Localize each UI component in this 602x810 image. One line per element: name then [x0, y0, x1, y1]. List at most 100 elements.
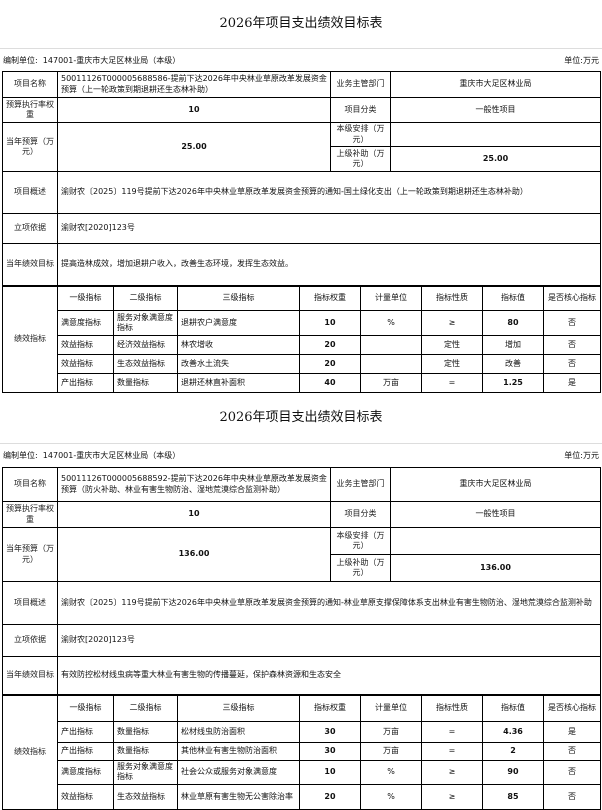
indicator-cell: 定性: [421, 335, 483, 355]
upper-value: 25.00: [390, 146, 601, 172]
overview-label: 项目概述: [2, 581, 58, 625]
indicator-cell: 数量指标: [113, 742, 178, 761]
indicator-cell: %: [360, 783, 422, 810]
indicator-cell: 30: [299, 721, 361, 743]
indicator-cell: 是: [543, 721, 601, 743]
indicator-row: 效益指标 经济效益指标 林农增收 20 定性 增加否: [3, 335, 601, 355]
performance-target-form: 2026年项目支出绩效目标表 编制单位: 147001-重庆市大足区林业局（本级…: [0, 393, 602, 810]
indicator-header: 三级指标: [177, 695, 300, 722]
indicator-cell: 服务对象满意度指标: [113, 760, 178, 785]
form-title: 2026年项目支出绩效目标表: [219, 16, 383, 31]
indicator-cell: 社会公众或服务对象满意度: [177, 760, 300, 785]
indicator-cell: 数量指标: [113, 373, 178, 393]
indicator-cell: 80: [482, 310, 544, 336]
indicator-cell: [360, 354, 422, 374]
local-value: [390, 527, 601, 555]
category-value: 一般性项目: [390, 97, 601, 123]
indicator-cell: %: [360, 760, 422, 785]
indicator-header: 二级指标: [113, 695, 178, 722]
category-label: 项目分类: [330, 97, 391, 123]
goal-value: 有效防控松材线虫病等重大林业有害生物的传播蔓延，保护森林资源和生态安全: [57, 656, 601, 695]
category-value: 一般性项目: [390, 501, 601, 528]
indicator-cell: 万亩: [360, 742, 422, 761]
indicator-cell: 满意度指标: [57, 310, 114, 336]
indicator-header: 计量单位: [360, 695, 422, 722]
indicator-cell: 产出指标: [57, 742, 114, 761]
exec-weight-value: 10: [57, 97, 331, 123]
indicator-cell: 服务对象满意度指标: [113, 310, 178, 336]
indicator-cell: 10: [299, 760, 361, 785]
indicator-cell: 满意度指标: [57, 760, 114, 785]
budget-label: 当年预算（万元）: [2, 527, 58, 582]
indicator-cell: 其他林业有害生物防治面积: [177, 742, 300, 761]
dept-value: 重庆市大足区林业局: [390, 71, 601, 98]
upper-label: 上级补助（万元）: [330, 554, 391, 582]
indicator-cell: 增加: [482, 335, 544, 355]
indicator-cell: 经济效益指标: [113, 335, 178, 355]
performance-target-form: 2026年项目支出绩效目标表 编制单位: 147001-重庆市大足区林业局（本级…: [0, 0, 602, 393]
goal-value: 提高造林成效，增加退耕户收入，改善生态环境，发挥生态效益。: [57, 243, 601, 286]
indicator-cell: =: [421, 742, 483, 761]
indicator-cell: =: [421, 721, 483, 743]
indicator-row: 效益指标 生态效益指标 改善水土流失 20 定性 改善否: [3, 354, 601, 374]
indicator-cell: 90: [482, 760, 544, 785]
dept-label: 业务主管部门: [330, 71, 391, 98]
form-title: 2026年项目支出绩效目标表: [219, 410, 383, 425]
local-label: 本级安排（万元）: [330, 122, 391, 147]
indicator-header: 一级指标: [57, 286, 114, 311]
indicator-cell: 林农增收: [177, 335, 300, 355]
overview-label: 项目概述: [2, 171, 58, 214]
indicator-cell: 否: [543, 783, 601, 810]
indicator-cell: 85: [482, 783, 544, 810]
indicator-cell: 产出指标: [57, 721, 114, 743]
basis-value: 渝财农[2020]123号: [57, 624, 601, 657]
indicator-cell: 改善: [482, 354, 544, 374]
org-field: 编制单位: 147001-重庆市大足区林业局（本级）: [3, 450, 180, 461]
indicator-cell: ≥: [421, 760, 483, 785]
local-value: [390, 122, 601, 147]
unit-label: 单位:万元: [564, 451, 599, 460]
indicator-header: 是否核心指标: [543, 695, 601, 722]
overview-value: 渝财农〔2025〕119号提前下达2026年中央林业草原改革发展资金预算的通知-…: [57, 581, 601, 625]
indicator-cell: 数量指标: [113, 721, 178, 743]
indicator-cell: 定性: [421, 354, 483, 374]
indicator-cell: 是: [543, 373, 601, 393]
indicator-row: 产出指标 数量指标 松材线虫防治面积 30 万亩 = 4.36 是: [3, 721, 601, 743]
budget-label: 当年预算（万元）: [2, 122, 58, 172]
indicator-header: 指标性质: [421, 286, 483, 311]
category-label: 项目分类: [330, 501, 391, 528]
indicator-cell: 林业草原有害生物无公害除治率: [177, 783, 300, 810]
indicator-row: 产出指标 数量指标 退耕还林直补面积 40 万亩 = 1.25 是: [3, 373, 601, 393]
basis-label: 立项依据: [2, 624, 58, 657]
org-value: 147001-重庆市大足区林业局（本级）: [42, 55, 181, 65]
indicators-label: 绩效指标: [2, 695, 58, 810]
indicator-cell: 10: [299, 310, 361, 336]
indicator-cell: 40: [299, 373, 361, 393]
upper-label: 上级补助（万元）: [330, 146, 391, 172]
exec-weight-value: 10: [57, 501, 331, 528]
indicators-label: 绩效指标: [2, 286, 58, 393]
indicator-cell: [360, 335, 422, 355]
indicator-header: 三级指标: [177, 286, 300, 311]
indicator-cell: 1.25: [482, 373, 544, 393]
indicator-cell: 效益指标: [57, 335, 114, 355]
org-field: 编制单位: 147001-重庆市大足区林业局（本级）: [3, 55, 180, 66]
indicator-cell: 4.36: [482, 721, 544, 743]
indicator-row: 效益指标 生态效益指标 林业草原有害生物无公害除治率 20% ≥85 否: [3, 783, 601, 810]
upper-value: 136.00: [390, 554, 601, 582]
org-value: 147001-重庆市大足区林业局（本级）: [42, 451, 181, 460]
indicator-cell: 2: [482, 742, 544, 761]
indicator-header: 指标权重: [299, 695, 361, 722]
indicator-cell: 20: [299, 335, 361, 355]
indicator-cell: 改善水土流失: [177, 354, 300, 374]
goal-label: 当年绩效目标: [2, 243, 58, 286]
org-label: 编制单位:: [3, 55, 38, 65]
indicator-cell: 退耕还林直补面积: [177, 373, 300, 393]
indicator-cell: 万亩: [360, 373, 422, 393]
indicator-cell: ≥: [421, 310, 483, 336]
indicator-cell: 否: [543, 742, 601, 761]
indicator-cell: 30: [299, 742, 361, 761]
indicator-header: 指标权重: [299, 286, 361, 311]
project-name-value: 50011126T000005688592-提前下达2026年中央林业草原改革发…: [57, 467, 331, 502]
